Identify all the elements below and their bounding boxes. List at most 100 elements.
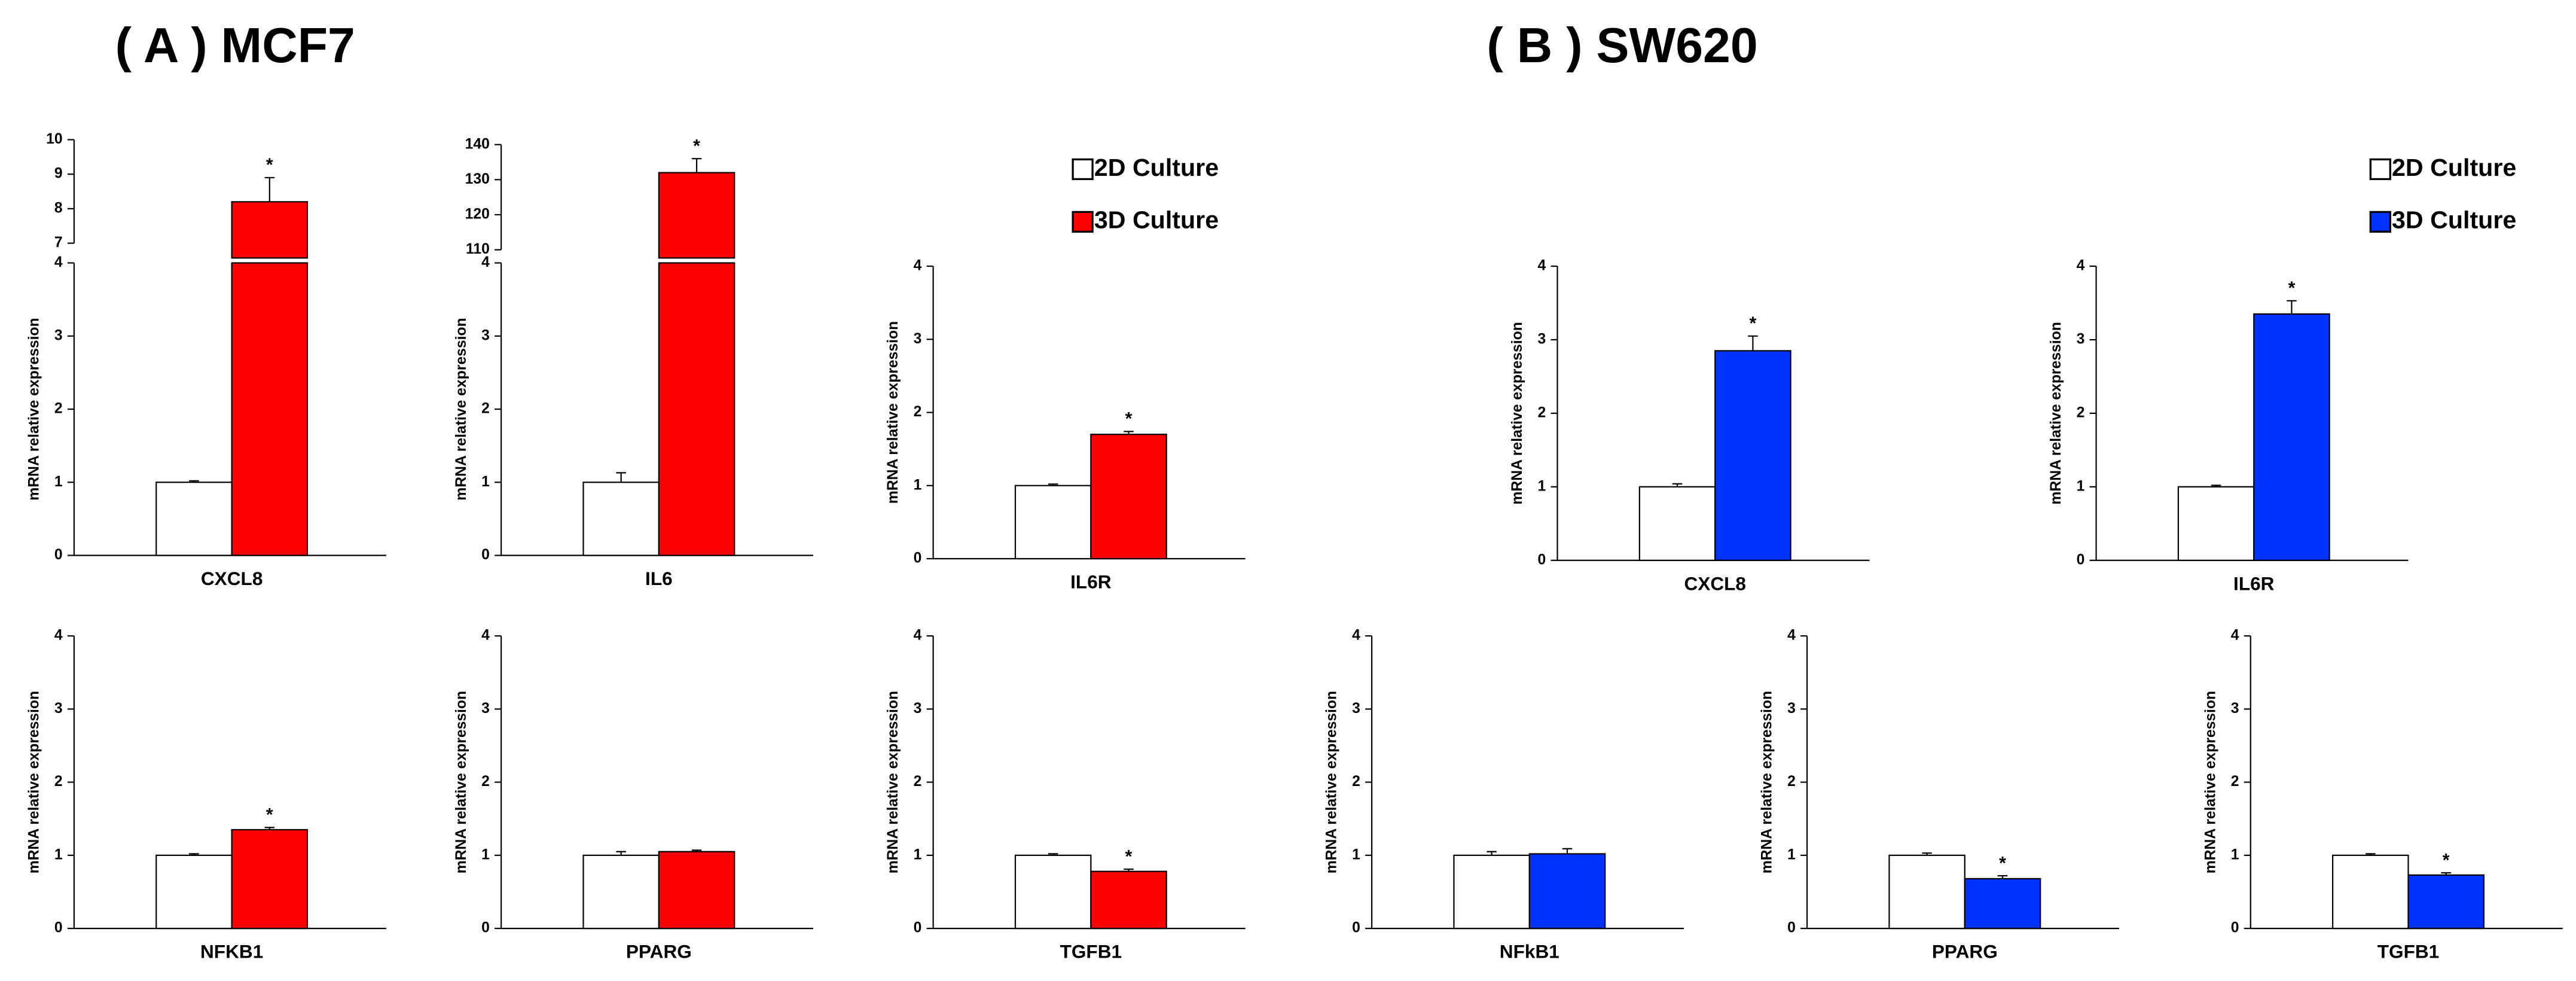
- y-tick-label: 1: [1787, 846, 1796, 863]
- bar: [2332, 854, 2409, 930]
- y-tick-label: 1: [481, 846, 490, 863]
- y-tick-label: 4: [2231, 627, 2239, 644]
- y-tick-label: 3: [1787, 700, 1796, 717]
- x-tick-label: PPARG: [1932, 941, 1998, 962]
- y-tick-label: 4: [481, 254, 490, 270]
- error-bar: [264, 176, 275, 202]
- y-tick-label: 1: [914, 846, 922, 863]
- y-tick-label: 3: [54, 327, 63, 343]
- y-tick-label: 2: [914, 773, 922, 790]
- y-tick-label: 4: [54, 254, 63, 270]
- x-tick-label: CXCL8: [201, 568, 263, 589]
- x-tick-label: TGFB1: [2377, 941, 2440, 962]
- error-bar: [2366, 853, 2376, 855]
- y-axis-label: mRNA relative expression: [26, 318, 42, 500]
- y-tick-label: 3: [914, 331, 922, 347]
- y-tick-label: 4: [914, 627, 922, 644]
- bar: [155, 854, 233, 930]
- y-axis-label: mRNA relative expression: [885, 321, 901, 504]
- legend-label: 2D Culture: [1094, 154, 1219, 181]
- y-tick-label: 10: [46, 131, 63, 147]
- y-tick-label: 140: [465, 136, 490, 152]
- y-tick-label: 4: [914, 258, 922, 274]
- error-bar: [691, 158, 702, 173]
- error-bar: [264, 827, 275, 830]
- y-tick-label: 0: [481, 547, 490, 563]
- y-tick-label: 1: [914, 477, 922, 493]
- y-axis-label: mRNA relative expression: [885, 691, 901, 873]
- y-tick-label: 0: [54, 547, 63, 563]
- error-bar: [1922, 852, 1932, 855]
- significance-mark: *: [693, 136, 700, 156]
- bar: [231, 828, 309, 930]
- x-tick-label: TGFB1: [1060, 941, 1122, 962]
- y-tick-label: 2: [1787, 773, 1796, 790]
- error-bar: [1048, 853, 1058, 855]
- bar: [1638, 486, 1716, 561]
- bar: [155, 482, 233, 556]
- legend-label: 3D Culture: [2392, 206, 2516, 234]
- x-tick-label: CXCL8: [1684, 572, 1746, 594]
- y-tick-label: 1: [1352, 846, 1360, 863]
- bar: [658, 262, 735, 556]
- error-bar: [1124, 431, 1134, 435]
- bar: [1714, 350, 1791, 561]
- x-tick-label: PPARG: [626, 941, 692, 962]
- y-axis-label: mRNA relative expression: [2202, 691, 2218, 873]
- y-tick-label: 4: [2077, 258, 2085, 274]
- significance-mark: *: [266, 156, 273, 175]
- y-axis-label: mRNA relative expression: [453, 691, 469, 873]
- y-tick-label: 3: [1538, 331, 1546, 347]
- error-bar: [616, 472, 626, 483]
- error-bar: [1124, 868, 1134, 872]
- bar: [582, 854, 660, 930]
- y-tick-label: 3: [481, 327, 490, 343]
- error-bar: [189, 853, 199, 855]
- significance-mark: *: [266, 805, 273, 825]
- y-tick-label: 0: [1787, 920, 1796, 936]
- y-tick-label: 2: [2231, 773, 2239, 790]
- y-axis-label: mRNA relative expression: [2048, 322, 2064, 504]
- y-axis-label: mRNA relative expression: [26, 691, 42, 873]
- panel-title: ( A ) MCF7: [115, 18, 355, 73]
- bar: [2253, 313, 2330, 561]
- error-bar: [1048, 483, 1058, 486]
- y-tick-label: 0: [2231, 920, 2239, 936]
- y-tick-label: 0: [54, 920, 63, 936]
- legend-label: 2D Culture: [2392, 154, 2516, 181]
- x-tick-label: NFkB1: [1500, 941, 1559, 962]
- y-tick-label: 2: [481, 773, 490, 790]
- error-bar: [2211, 485, 2221, 487]
- y-tick-label: 2: [2077, 404, 2085, 421]
- bar-upper: [231, 201, 309, 259]
- y-tick-label: 1: [481, 474, 490, 490]
- y-tick-label: 0: [1352, 920, 1360, 936]
- y-axis-label: mRNA relative expression: [453, 318, 469, 500]
- y-tick-label: 2: [1352, 773, 1360, 790]
- y-tick-label: 2: [54, 773, 63, 790]
- y-tick-label: 1: [2231, 846, 2239, 863]
- error-bar: [1748, 335, 1758, 351]
- significance-mark: *: [1750, 314, 1757, 334]
- y-tick-label: 0: [914, 550, 922, 566]
- error-bar: [616, 851, 626, 855]
- y-tick-label: 0: [1538, 552, 1546, 568]
- error-bar: [1562, 848, 1573, 854]
- error-bar: [2441, 872, 2451, 875]
- y-axis-label: mRNA relative expression: [1759, 691, 1775, 873]
- bar: [1090, 434, 1167, 560]
- bar: [231, 262, 309, 556]
- y-tick-label: 2: [481, 401, 490, 417]
- y-tick-label: 0: [914, 920, 922, 936]
- y-tick-label: 2: [1538, 404, 1546, 421]
- significance-mark: *: [2443, 851, 2450, 870]
- y-tick-label: 1: [54, 474, 63, 490]
- y-axis-label: mRNA relative expression: [1509, 322, 1525, 504]
- y-tick-label: 4: [54, 627, 63, 644]
- bar: [2177, 486, 2255, 561]
- y-tick-label: 3: [2231, 700, 2239, 717]
- bar: [1964, 878, 2041, 930]
- y-tick-label: 4: [1538, 258, 1546, 274]
- y-tick-label: 130: [465, 171, 490, 187]
